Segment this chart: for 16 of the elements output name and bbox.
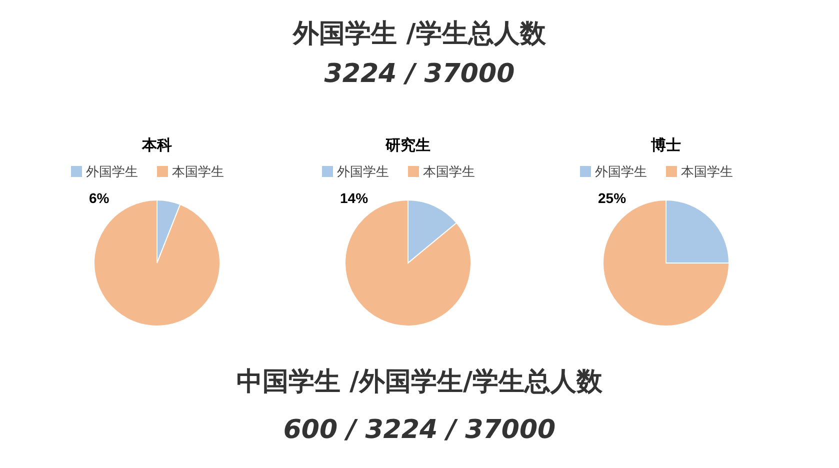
legend-label: 外国学生: [337, 165, 389, 180]
legend-label: 外国学生: [595, 165, 647, 180]
chart-title: 本科: [141, 136, 172, 154]
data-label: 25%: [598, 190, 627, 206]
data-label: 14%: [340, 190, 369, 206]
chart-title: 博士: [650, 136, 681, 154]
chart-title: 研究生: [384, 136, 430, 154]
legend-label: 本国学生: [172, 165, 224, 180]
legend-label: 本国学生: [681, 165, 733, 180]
legend-label: 外国学生: [86, 165, 138, 180]
text: 中国学生 /外国学生/学生总人数: [236, 367, 604, 397]
text: 600 / 3224 / 37000: [283, 415, 556, 445]
text: 外国学生 /学生总人数: [292, 19, 547, 49]
data-label: 6%: [89, 190, 110, 206]
legend-label: 本国学生: [423, 165, 475, 180]
text: 3224 / 37000: [324, 59, 515, 89]
